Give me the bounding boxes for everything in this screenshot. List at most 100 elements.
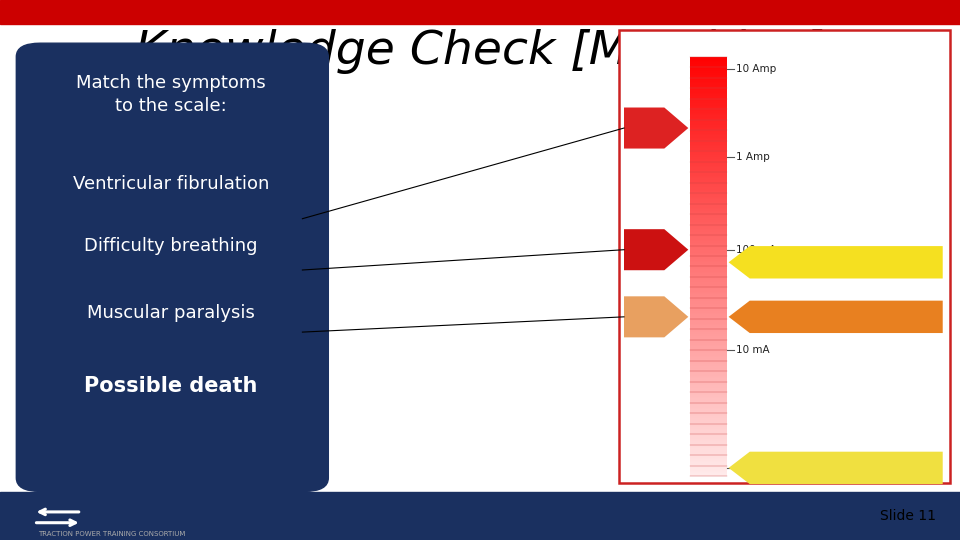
Bar <box>690 401 727 402</box>
Bar <box>690 262 727 264</box>
Bar <box>690 58 727 59</box>
Bar <box>690 255 727 256</box>
Bar <box>690 164 727 166</box>
Bar <box>690 195 727 197</box>
Bar <box>690 332 727 334</box>
Text: Possible death: Possible death <box>84 376 257 396</box>
Bar <box>690 451 727 453</box>
Bar <box>690 177 727 178</box>
Bar <box>690 94 727 96</box>
Bar <box>690 373 727 374</box>
Bar <box>690 321 727 322</box>
Bar <box>690 216 727 218</box>
Bar <box>690 247 727 248</box>
Bar <box>690 417 727 419</box>
Bar <box>690 208 727 209</box>
Bar <box>690 315 727 317</box>
Bar <box>690 366 727 367</box>
Bar <box>690 409 727 410</box>
Bar <box>690 431 727 433</box>
Bar <box>690 225 727 226</box>
Bar <box>690 391 727 393</box>
Bar <box>690 356 727 357</box>
Bar <box>690 190 727 191</box>
Bar <box>690 174 727 176</box>
Bar <box>690 241 727 242</box>
Text: 1 mA: 1 mA <box>736 463 763 473</box>
Bar <box>690 300 727 301</box>
Bar <box>690 62 727 64</box>
Bar <box>690 272 727 273</box>
Bar <box>690 276 727 278</box>
Bar <box>690 149 727 151</box>
Bar <box>690 253 727 254</box>
Bar <box>690 457 727 458</box>
Bar <box>690 352 727 353</box>
Bar <box>690 454 727 455</box>
Bar <box>690 320 727 321</box>
Bar <box>690 236 727 237</box>
Text: Ventricular fibrulation: Ventricular fibrulation <box>73 174 269 193</box>
Text: Match the symptoms
to the scale:: Match the symptoms to the scale: <box>76 73 266 116</box>
Bar <box>690 132 727 133</box>
Bar <box>690 299 727 300</box>
Bar <box>690 381 727 382</box>
Bar <box>690 286 727 287</box>
Bar <box>690 327 727 328</box>
Bar <box>690 111 727 113</box>
Bar <box>690 386 727 387</box>
Bar <box>690 426 727 427</box>
Bar <box>690 222 727 223</box>
Bar <box>690 184 727 185</box>
Bar <box>690 402 727 403</box>
Bar <box>690 393 727 394</box>
Bar <box>690 338 727 339</box>
Bar <box>690 157 727 159</box>
Bar <box>690 68 727 69</box>
Bar <box>690 106 727 107</box>
Bar <box>690 191 727 192</box>
Bar <box>690 230 727 232</box>
Bar <box>690 109 727 110</box>
Bar <box>690 192 727 194</box>
Polygon shape <box>624 107 688 148</box>
Bar <box>690 348 727 349</box>
Bar <box>690 104 727 106</box>
Bar <box>690 223 727 225</box>
Bar <box>690 237 727 239</box>
Bar <box>690 194 727 195</box>
Bar <box>690 273 727 275</box>
Text: Slide 11: Slide 11 <box>880 509 936 523</box>
Bar <box>690 400 727 401</box>
Bar <box>690 90 727 92</box>
Bar <box>690 128 727 130</box>
Bar <box>690 415 727 416</box>
Bar <box>690 265 727 267</box>
Bar <box>690 181 727 183</box>
Bar <box>690 113 727 114</box>
Bar <box>690 110 727 111</box>
Bar <box>690 450 727 451</box>
Bar <box>690 395 727 396</box>
Bar <box>690 89 727 90</box>
Bar <box>690 440 727 441</box>
Bar <box>690 313 727 314</box>
Bar <box>690 92 727 93</box>
Bar <box>690 408 727 409</box>
Bar <box>690 199 727 201</box>
Bar <box>690 96 727 97</box>
FancyBboxPatch shape <box>619 30 950 483</box>
Bar <box>690 353 727 355</box>
Bar <box>690 75 727 76</box>
Bar <box>690 279 727 280</box>
Bar <box>690 420 727 422</box>
Bar <box>690 161 727 163</box>
Bar <box>690 211 727 212</box>
Bar <box>690 131 727 132</box>
Bar <box>690 93 727 94</box>
Bar <box>690 233 727 234</box>
Bar <box>690 280 727 282</box>
Bar <box>690 468 727 469</box>
Bar <box>690 389 727 391</box>
Bar <box>690 99 727 100</box>
